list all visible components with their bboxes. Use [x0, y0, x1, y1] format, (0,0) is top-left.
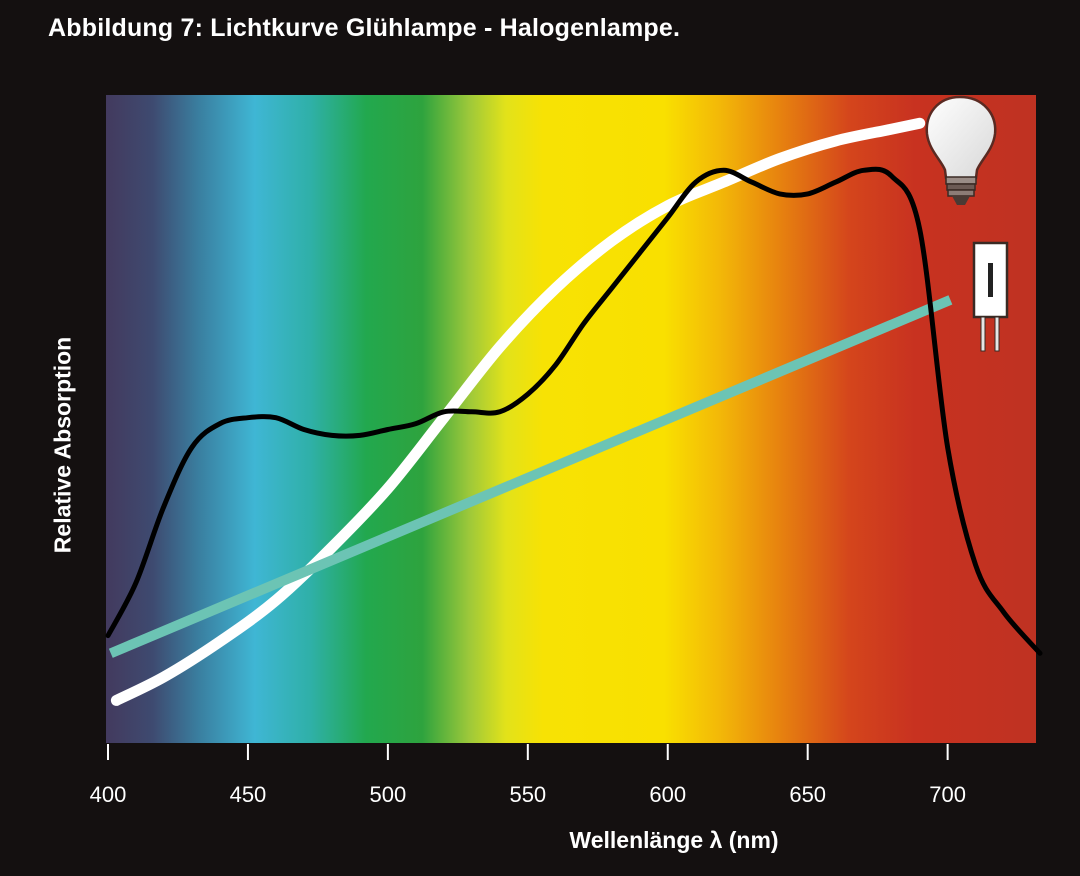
x-tick-label-550: 550 — [509, 782, 546, 807]
x-ticks: 400 450 500 550 600 650 700 — [90, 744, 966, 807]
x-tick-label-450: 450 — [230, 782, 267, 807]
spectrum-background — [106, 95, 1036, 744]
halogen-lamp-icon — [972, 241, 1009, 352]
series-white-curve — [110, 117, 926, 706]
x-tick-label-500: 500 — [370, 782, 407, 807]
x-axis-label: Wellenlänge λ (nm) — [569, 827, 779, 853]
series-teal-line — [108, 295, 953, 658]
y-axis-label: Relative Absorption — [49, 336, 76, 554]
series-black-curve — [105, 166, 1043, 656]
x-tick-label-600: 600 — [649, 782, 686, 807]
x-tick-label-700: 700 — [929, 782, 966, 807]
chart-title: Abbildung 7: Lichtkurve Glühlampe - Halo… — [48, 14, 681, 42]
lightbulb-icon — [925, 95, 997, 205]
x-tick-label-650: 650 — [789, 782, 826, 807]
x-tick-label-400: 400 — [90, 782, 127, 807]
